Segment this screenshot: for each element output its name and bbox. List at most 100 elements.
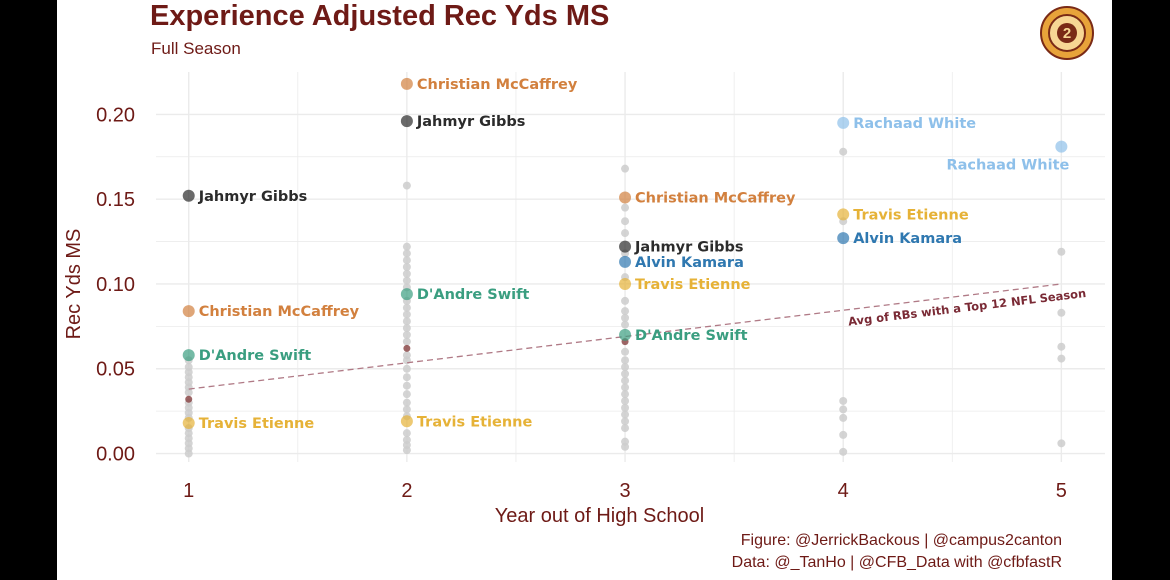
series-point — [837, 208, 850, 221]
series-point-label: Travis Etienne — [417, 414, 533, 430]
series-point — [619, 191, 632, 204]
series-point-label: Travis Etienne — [199, 416, 315, 432]
other-player-point — [621, 164, 630, 173]
other-player-point — [402, 263, 411, 271]
trend-line-label: Avg of RBs with a Top 12 NFL Season — [847, 286, 1087, 329]
other-player-point — [621, 307, 630, 316]
other-player-point — [621, 403, 630, 412]
series-point-label: Rachaad White — [853, 116, 976, 132]
series-point-label: Alvin Kamara — [635, 255, 744, 271]
y-tick-label: 0.10 — [96, 274, 135, 296]
other-player-point — [621, 356, 630, 365]
other-player-point — [402, 351, 411, 360]
chart-card: Experience Adjusted Rec Yds MS Full Seas… — [57, 0, 1112, 580]
series-point-label: Travis Etienne — [635, 277, 751, 293]
other-player-point — [402, 249, 411, 258]
y-tick-label: 0.00 — [96, 444, 135, 466]
other-player-point — [621, 424, 630, 433]
other-player-point — [402, 373, 411, 382]
series-point-label: Jahmyr Gibbs — [634, 240, 744, 256]
series-point-label: Travis Etienne — [853, 207, 969, 223]
series-point-label: Christian McCaffrey — [417, 77, 578, 93]
logo-text: 2 — [1063, 25, 1071, 42]
other-player-point — [402, 405, 411, 414]
y-tick-label: 0.20 — [96, 104, 135, 126]
other-player-point — [839, 447, 848, 456]
other-player-point — [402, 324, 411, 333]
series-point — [619, 255, 632, 268]
other-player-point — [402, 181, 411, 190]
other-player-point — [839, 147, 848, 156]
chart-subtitle: Full Season — [151, 39, 241, 58]
x-tick-label: 1 — [183, 480, 194, 502]
other-player-point — [621, 437, 630, 446]
other-player-point — [1057, 439, 1066, 448]
series-point — [182, 305, 195, 318]
chart-title: Experience Adjusted Rec Yds MS — [150, 0, 610, 32]
series-point — [1055, 140, 1068, 153]
scatter-plot: Avg of RBs with a Top 12 NFL Season Chri… — [63, 72, 1105, 527]
other-player-point — [402, 242, 411, 251]
caption-figure-credit: Figure: @JerrickBackous | @campus2canton — [740, 532, 1062, 549]
series-point-label: Christian McCaffrey — [199, 304, 360, 320]
caption-data-credit: Data: @_TanHo | @CFB_Data with @cfbfastR — [731, 554, 1062, 571]
other-player-point — [621, 203, 630, 212]
other-player-point — [402, 303, 411, 312]
other-player-point — [839, 413, 848, 422]
series-point-label: Rachaad White — [946, 158, 1069, 174]
other-player-point — [621, 217, 630, 226]
y-tick-label: 0.15 — [96, 189, 135, 211]
y-tick-label: 0.05 — [96, 359, 135, 381]
other-player-point — [1057, 308, 1066, 317]
series-point — [619, 240, 632, 253]
other-player-point — [621, 390, 630, 399]
other-player-point — [621, 363, 630, 372]
other-player-point — [621, 383, 630, 392]
other-player-point — [402, 435, 411, 444]
avg-point — [403, 344, 411, 352]
other-player-point — [621, 396, 630, 405]
x-tick-label: 4 — [838, 480, 849, 502]
other-player-point — [402, 364, 411, 373]
other-player-point — [839, 405, 848, 414]
series-point — [400, 415, 413, 428]
other-player-point — [621, 347, 630, 356]
other-player-point — [402, 310, 411, 319]
other-player-point — [402, 276, 411, 285]
other-player-point — [621, 229, 630, 238]
x-tick-label: 2 — [401, 480, 412, 502]
series-point — [619, 328, 632, 341]
other-player-point — [1057, 247, 1066, 256]
other-player-point — [621, 376, 630, 385]
other-player-point — [402, 429, 411, 438]
other-player-point — [621, 296, 630, 305]
trend-line — [188, 283, 1062, 390]
other-player-point — [402, 381, 411, 390]
other-player-point — [402, 330, 411, 339]
other-player-point — [402, 317, 411, 326]
other-player-point — [402, 256, 411, 265]
other-player-point — [1057, 342, 1066, 351]
series-point-label: Christian McCaffrey — [635, 190, 796, 206]
other-player-point — [402, 337, 411, 346]
highlighted-series: Christian McCaffrey Christian McCaffrey Ch… — [182, 77, 1070, 432]
other-player-point — [402, 398, 411, 407]
series-point — [400, 288, 413, 301]
series-point — [837, 232, 850, 245]
other-player-point — [621, 410, 630, 419]
series-point — [400, 77, 413, 90]
other-player-point — [839, 396, 848, 405]
avg-point — [185, 395, 193, 403]
series-point — [619, 277, 632, 290]
other-player-point — [184, 363, 193, 372]
other-player-point — [402, 390, 411, 399]
series-point-label: Jahmyr Gibbs — [198, 189, 308, 205]
series-point — [182, 189, 195, 202]
other-player-point — [839, 430, 848, 439]
series-point-label: Jahmyr Gibbs — [416, 114, 526, 130]
other-player-point — [621, 417, 630, 426]
other-player-point — [1057, 354, 1066, 363]
series-point-label: D'Andre Swift — [417, 287, 530, 303]
series-point — [182, 349, 195, 362]
series-point-label: Alvin Kamara — [853, 231, 962, 247]
